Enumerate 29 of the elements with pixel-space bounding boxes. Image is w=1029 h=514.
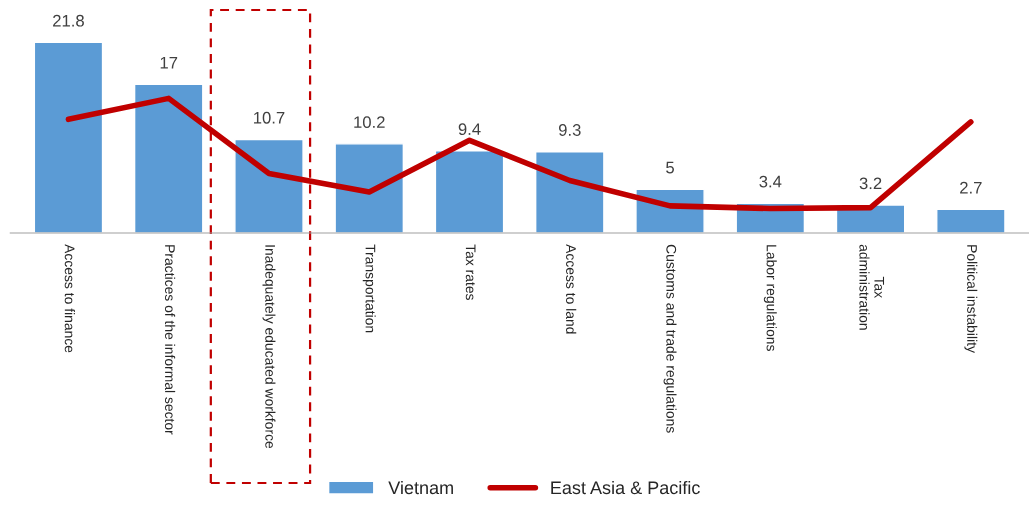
data-label: 3.4 xyxy=(759,175,782,188)
x-tick-label: Political instability xyxy=(964,245,978,353)
legend-label: Vietnam xyxy=(388,480,453,495)
data-label: 2.7 xyxy=(960,181,982,194)
data-label: 17 xyxy=(160,56,178,69)
x-tick-label: Transportation xyxy=(362,244,376,333)
data-label: 10.2 xyxy=(354,116,385,129)
x-tick-label: Customs and trade regulations xyxy=(663,244,677,433)
x-tick-label: Tax administration xyxy=(859,244,885,330)
bar xyxy=(234,138,304,233)
legend-label: East Asia & Pacific xyxy=(551,480,700,495)
x-tick-label: Tax rates xyxy=(465,244,476,300)
bar xyxy=(133,83,204,233)
x-tick-label: Access to finance xyxy=(64,244,75,353)
bar xyxy=(334,143,405,233)
x-tick-label: Labor regulations xyxy=(763,245,777,351)
bar xyxy=(33,41,104,233)
bar xyxy=(534,150,605,233)
data-label: 9.4 xyxy=(458,123,481,136)
data-label: 5 xyxy=(666,161,674,174)
data-label: 3.2 xyxy=(859,177,882,190)
bar xyxy=(434,150,505,233)
x-tick-label: Inadequately educated workforce xyxy=(262,245,276,449)
bar xyxy=(936,208,1006,233)
x-tick-label: Access to land xyxy=(566,244,577,334)
data-label: 9.3 xyxy=(558,124,581,136)
x-tick-label: Practices of the informal sector xyxy=(164,245,176,435)
data-label: 21.8 xyxy=(53,14,84,27)
data-label: 10.7 xyxy=(254,111,285,124)
